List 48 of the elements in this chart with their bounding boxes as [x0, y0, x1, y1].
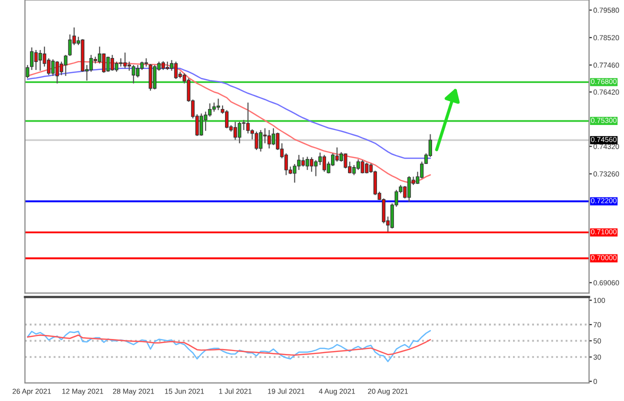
candlestick [204, 111, 208, 132]
candlestick [136, 64, 140, 78]
candlestick [267, 130, 271, 150]
candlestick [314, 160, 318, 177]
candlestick [200, 112, 204, 136]
candlestick [212, 102, 216, 112]
candlestick [292, 163, 296, 184]
candlestick [208, 102, 212, 118]
candlestick [89, 54, 93, 72]
candlestick [152, 64, 156, 90]
candlestick [360, 160, 364, 174]
candlestick [238, 121, 242, 144]
candlestick [128, 61, 132, 72]
candlestick [246, 102, 250, 134]
candlestick [114, 61, 118, 72]
candlestick [254, 131, 258, 151]
candlestick [297, 154, 301, 171]
candlestick [51, 58, 55, 76]
candlestick [258, 130, 262, 152]
candlestick [364, 162, 368, 174]
candlestick [64, 54, 68, 76]
candlestick [284, 152, 288, 176]
candlestick [407, 176, 411, 202]
candlestick [216, 98, 220, 111]
candlestick [322, 154, 326, 172]
candlestick [106, 56, 110, 72]
candlestick [132, 64, 136, 84]
candlestick [174, 61, 178, 80]
candlestick [301, 156, 305, 168]
candlestick [335, 146, 339, 162]
candlestick [68, 34, 72, 57]
candlestick [306, 156, 310, 171]
candlestick [352, 164, 356, 176]
line-series [26, 334, 431, 356]
candlestick [356, 158, 360, 171]
candlestick [225, 110, 229, 129]
candlestick [34, 49, 38, 71]
candlestick [110, 54, 114, 72]
candlestick [234, 121, 238, 140]
candlestick [102, 52, 106, 74]
candlestick [310, 156, 314, 172]
candlestick [55, 60, 59, 84]
candlestick [46, 58, 50, 76]
candlestick [38, 49, 42, 72]
candlestick [272, 128, 276, 146]
line-series [26, 330, 431, 362]
candlestick [123, 52, 127, 69]
candlestick [119, 58, 123, 68]
